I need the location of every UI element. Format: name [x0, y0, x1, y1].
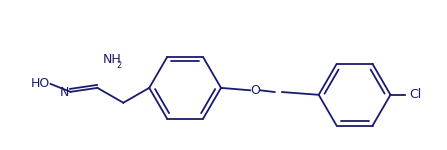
Text: Cl: Cl: [409, 88, 422, 101]
Text: HO: HO: [30, 77, 50, 90]
Text: O: O: [250, 84, 260, 97]
Text: 2: 2: [116, 61, 122, 70]
Text: N: N: [60, 86, 70, 99]
Text: NH: NH: [102, 53, 121, 66]
